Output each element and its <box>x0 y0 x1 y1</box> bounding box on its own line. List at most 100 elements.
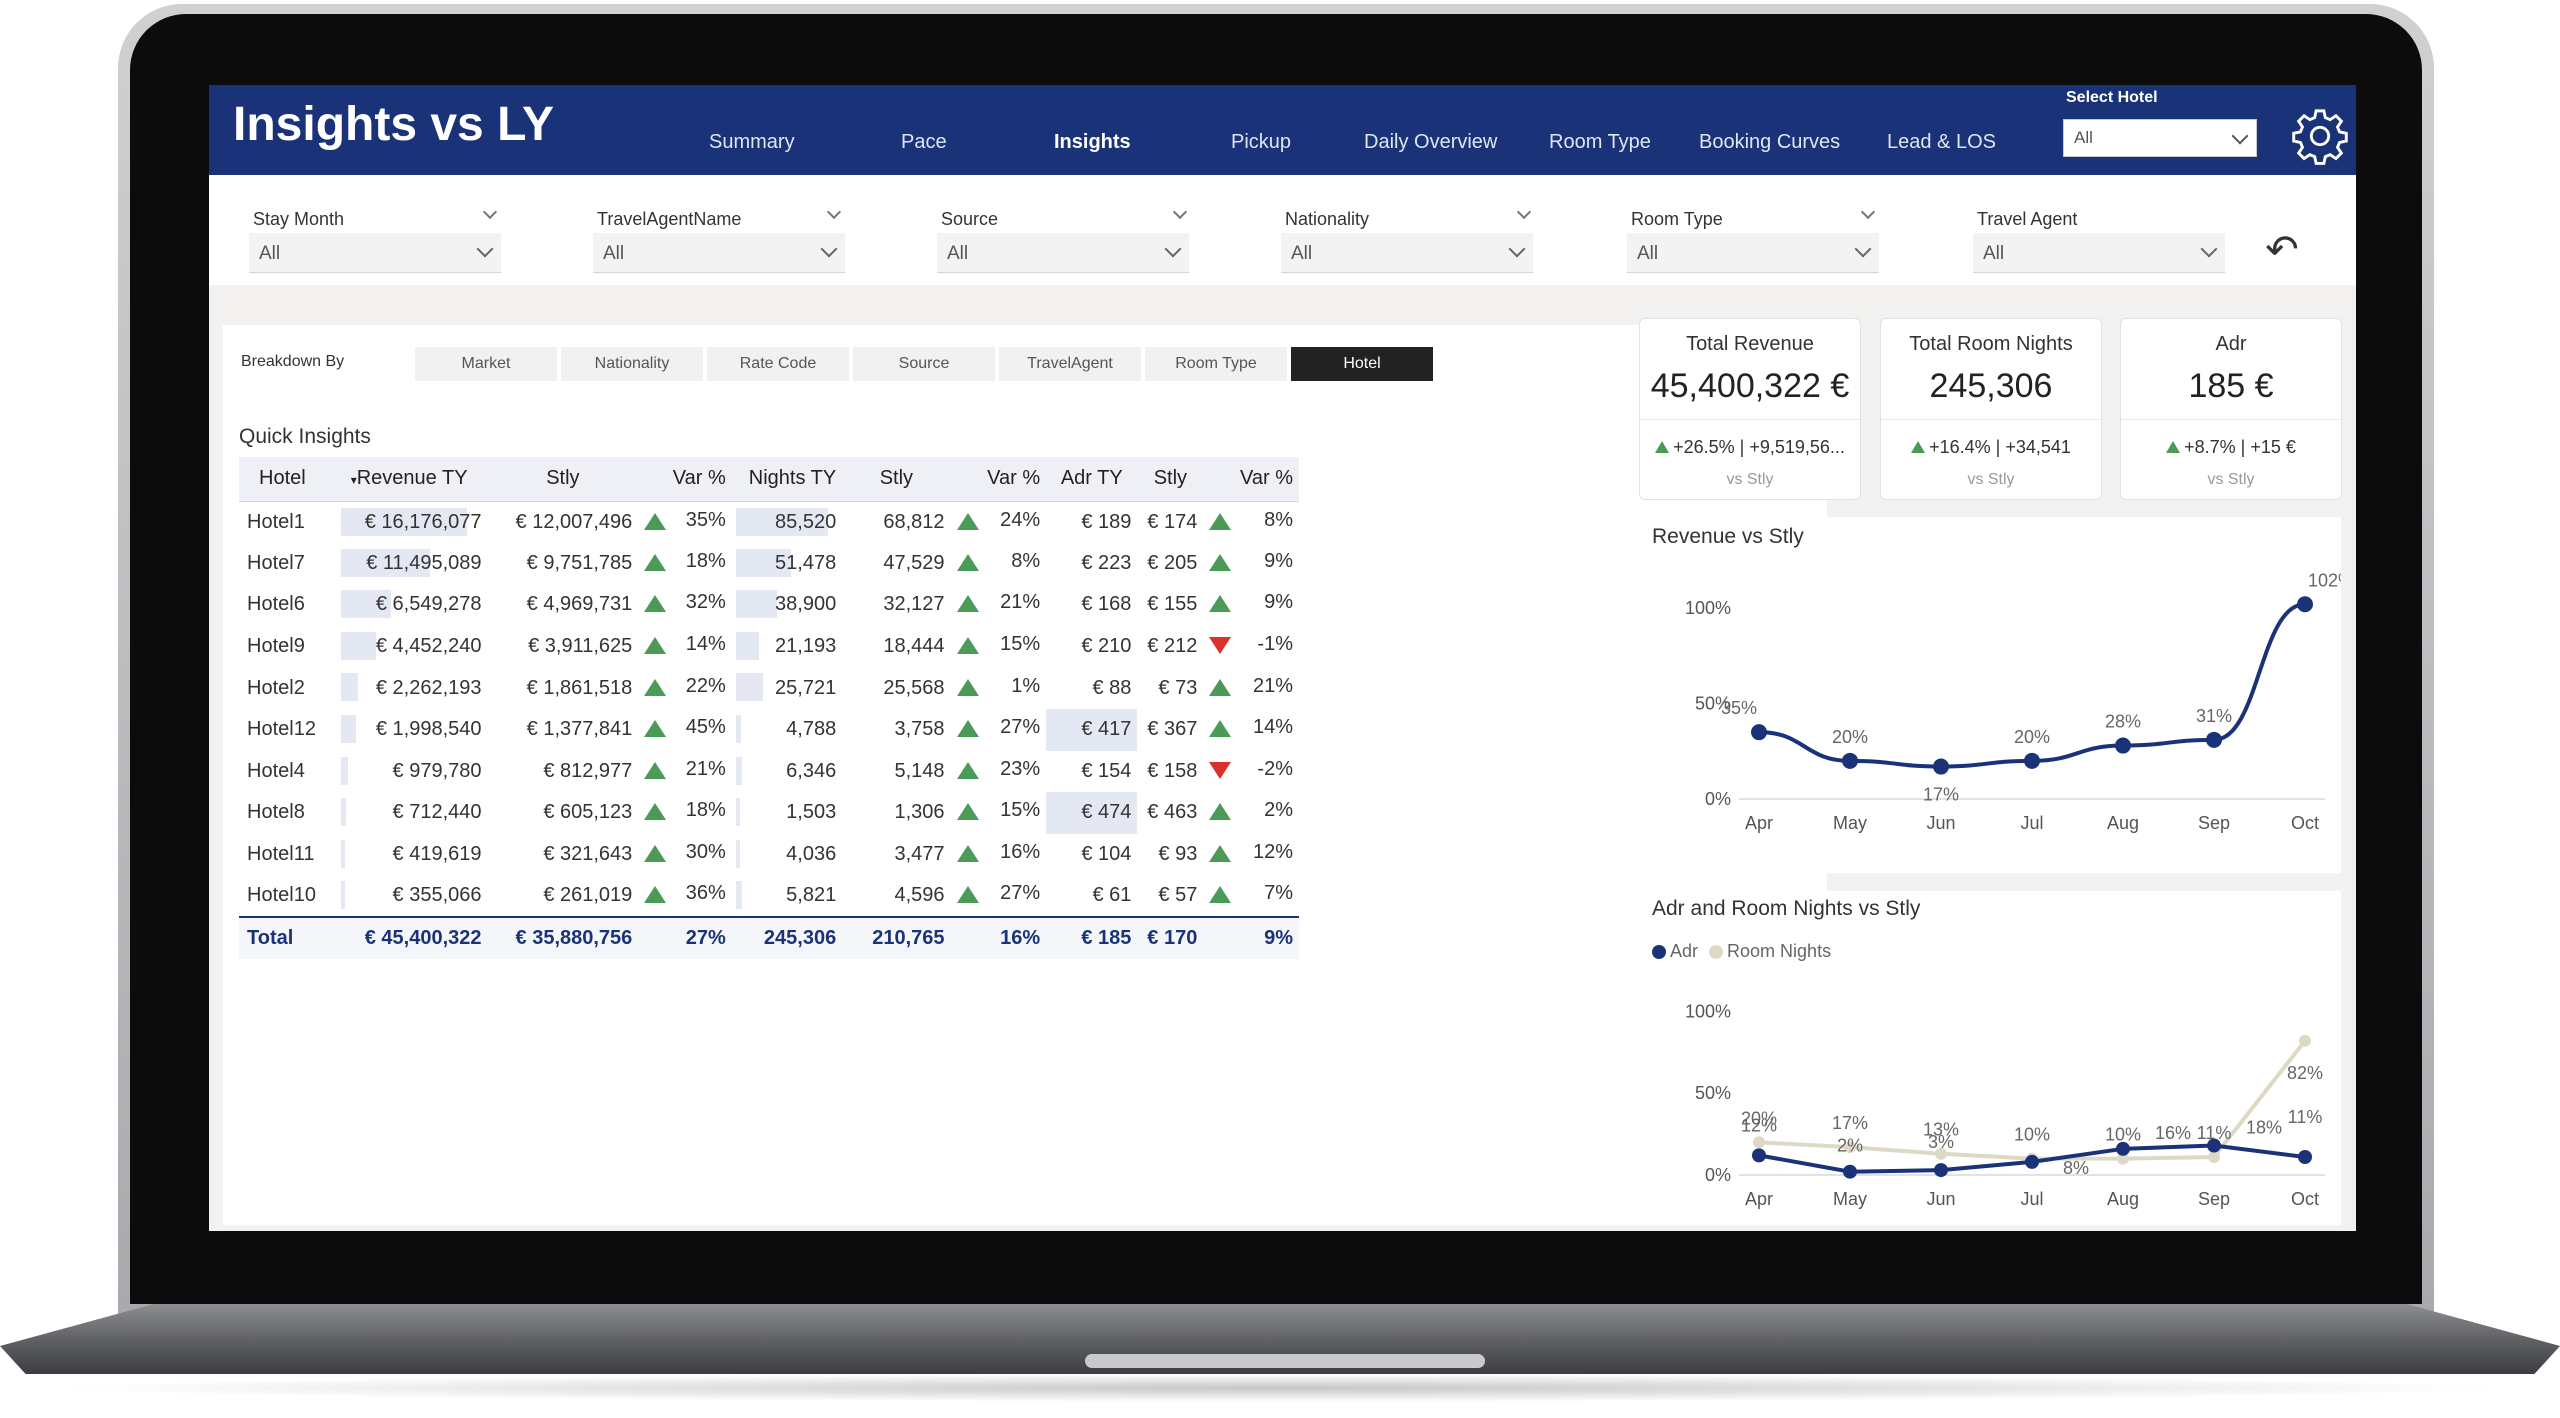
cell-nights-stly: 25,568 <box>883 676 945 699</box>
x-tick-label: Jul <box>2020 1189 2043 1209</box>
select-hotel-dropdown[interactable]: All <box>2063 119 2257 157</box>
table-row[interactable]: Hotel1 € 16,176,077 € 12,007,496 35% 85,520 6… <box>239 501 1299 543</box>
col-adr-stly[interactable]: Stly <box>1137 457 1204 502</box>
revenue-bar <box>340 881 345 910</box>
cell-rev-stly: € 321,643 <box>543 843 633 866</box>
breakdown-rate-code[interactable]: Rate Code <box>707 347 849 381</box>
breakdown-nationality[interactable]: Nationality <box>561 347 703 381</box>
filter-travel-agent-value: All <box>1983 243 2005 264</box>
breakdown-market[interactable]: Market <box>415 347 557 381</box>
col-rev-var[interactable]: Var % <box>638 457 732 502</box>
cell-adr-var-value: 9% <box>1264 591 1293 614</box>
total-adr-stly: € 170 <box>1137 915 1204 959</box>
col-adr-ty[interactable]: Adr TY <box>1046 457 1138 502</box>
nights-bar <box>735 507 828 536</box>
cell-hotel: Hotel9 <box>247 635 305 658</box>
data-point-room-nights <box>1753 1136 1765 1149</box>
y-tick-label: 0% <box>1705 1165 1731 1185</box>
filter-stay-month[interactable]: All <box>249 233 501 273</box>
cell-adr-stly: € 463 <box>1147 801 1198 824</box>
cell-nights-var: 27% <box>951 709 1047 751</box>
filter-travel-agent[interactable]: All <box>1973 233 2225 273</box>
cell-adr-var-value: 9% <box>1264 549 1293 572</box>
data-label: 17% <box>1923 785 1959 805</box>
legend-dot-adr <box>1652 945 1666 959</box>
legend-adr: Adr <box>1670 941 1699 961</box>
up-triangle-icon <box>644 886 667 904</box>
sort-desc-icon: ▾ <box>350 473 357 488</box>
breakdown-source[interactable]: Source <box>853 347 995 381</box>
data-point-adr <box>2298 1150 2312 1164</box>
total-rev-var: 27% <box>638 915 732 959</box>
col-nights-var[interactable]: Var % <box>950 457 1047 502</box>
tab-summary[interactable]: Summary <box>709 131 795 153</box>
col-nights-ty[interactable]: Nights TY <box>731 457 843 502</box>
table-row[interactable]: Hotel10 € 355,066 € 261,019 36% 5,821 4,596 27… <box>239 875 1299 917</box>
nights-bar <box>735 673 764 702</box>
filter-travelagentname[interactable]: All <box>593 233 845 273</box>
table-row[interactable]: Hotel2 € 2,262,193 € 1,861,518 22% 25,721 25,… <box>239 667 1299 709</box>
table-row[interactable]: Hotel8 € 712,440 € 605,123 18% 1,503 1,306 15%… <box>239 792 1299 834</box>
breakdown-travelagent[interactable]: TravelAgent <box>999 347 1141 381</box>
cell-revenue-ty-value: € 2,262,193 <box>375 676 482 699</box>
nights-bar <box>735 714 742 743</box>
up-triangle-icon <box>1209 886 1232 904</box>
tab-pace[interactable]: Pace <box>901 131 947 153</box>
cell-revenue-ty-value: € 419,619 <box>392 843 482 866</box>
col-revenue-ty[interactable]: ▾Revenue TY <box>336 457 488 502</box>
cell-adr-var: 9% <box>1203 584 1299 626</box>
total-label: Total <box>239 915 337 959</box>
tab-room-type[interactable]: Room Type <box>1549 131 1651 153</box>
cell-rev-var: 32% <box>638 584 731 626</box>
breakdown-room-type[interactable]: Room Type <box>1145 347 1287 381</box>
col-rev-stly[interactable]: Stly <box>487 457 639 502</box>
data-point-adr <box>1843 1164 1857 1179</box>
table-row[interactable]: Hotel7 € 11,495,089 € 9,751,785 18% 51,478 47… <box>239 543 1299 585</box>
filter-nationality[interactable]: All <box>1281 233 1533 273</box>
table-row[interactable]: Hotel4 € 979,780 € 812,977 21% 6,346 5,148 23%… <box>239 751 1299 793</box>
y-tick-label: 50% <box>1695 1083 1731 1103</box>
up-triangle-icon <box>956 845 979 863</box>
tab-lead-los[interactable]: Lead & LOS <box>1887 131 1996 153</box>
tab-booking-curves[interactable]: Booking Curves <box>1699 131 1841 153</box>
y-tick-label: 50% <box>1695 694 1731 714</box>
filter-room-type[interactable]: All <box>1627 233 1879 273</box>
reset-filters-icon[interactable]: ↶ <box>2265 228 2299 272</box>
up-triangle-icon <box>1209 512 1232 530</box>
gear-icon[interactable] <box>2291 107 2349 165</box>
cell-rev-var-value: 45% <box>685 716 726 739</box>
kpi-total-room-nights: Total Room Nights 245,306 +16.4% | +34,5… <box>1880 318 2102 500</box>
breakdown-hotel[interactable]: Hotel <box>1291 347 1433 381</box>
col-adr-var[interactable]: Var % <box>1203 457 1299 502</box>
cell-rev-stly: € 9,751,785 <box>526 551 633 574</box>
cell-nights-ty: 38,900 <box>732 584 842 626</box>
tab-daily-overview[interactable]: Daily Overview <box>1364 131 1498 153</box>
data-point <box>2115 737 2131 754</box>
tab-insights[interactable]: Insights <box>1054 131 1131 153</box>
revenue-bar <box>340 590 392 619</box>
table-row[interactable]: Hotel6 € 6,549,278 € 4,969,731 32% 38,900 32,… <box>239 584 1299 626</box>
col-hotel[interactable]: Hotel <box>239 457 337 502</box>
table-row[interactable]: Hotel11 € 419,619 € 321,643 30% 4,036 3,477 16… <box>239 834 1299 876</box>
up-triangle-icon <box>644 637 667 655</box>
data-point-adr <box>2207 1138 2221 1153</box>
table-row[interactable]: Hotel9 € 4,452,240 € 3,911,625 14% 21,193 18,… <box>239 626 1299 668</box>
chevron-down-icon <box>1164 240 1182 258</box>
cell-nights-ty: 6,346 <box>732 751 842 793</box>
filter-source[interactable]: All <box>937 233 1189 273</box>
table-row[interactable]: Hotel12 € 1,998,540 € 1,377,841 45% 4,788 3,7… <box>239 708 1299 751</box>
data-label-adr: 3% <box>1928 1132 1954 1152</box>
col-nights-stly[interactable]: Stly <box>842 457 951 502</box>
cell-nights-var: 21% <box>951 584 1047 626</box>
cell-revenue-ty-value: € 979,780 <box>392 759 482 782</box>
revenue-bar <box>340 507 467 536</box>
data-point-room-nights <box>2299 1034 2311 1047</box>
cell-revenue-ty: € 11,495,089 <box>337 543 488 585</box>
tab-pickup[interactable]: Pickup <box>1231 131 1292 153</box>
cell-adr-stly: € 73 <box>1158 676 1198 699</box>
data-label-room-nights: 17% <box>1832 1113 1868 1133</box>
down-triangle-icon <box>1209 637 1232 655</box>
cell-adr-var: 14% <box>1203 709 1299 751</box>
cell-nights-ty: 21,193 <box>732 626 842 668</box>
nights-bar <box>735 590 778 619</box>
